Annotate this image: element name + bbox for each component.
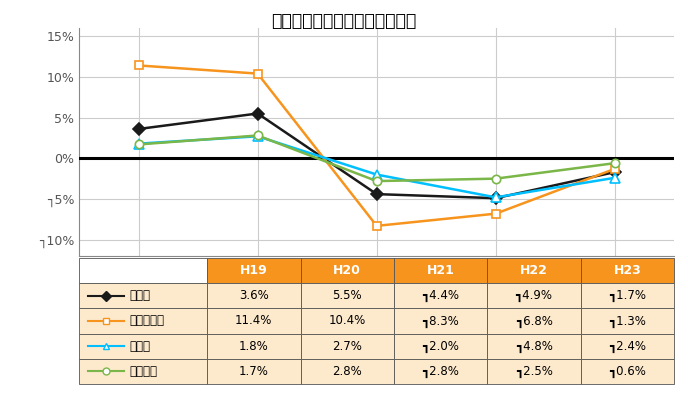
Text: ┓4.8%: ┓4.8% [515, 340, 552, 353]
Text: ┓0.6%: ┓0.6% [609, 365, 646, 378]
Text: ┓2.0%: ┓2.0% [422, 340, 459, 353]
Bar [487, 283, 581, 308]
Text: ┓1.3%: ┓1.3% [609, 314, 646, 328]
Text: 圏域別住宅地の年間変動率推移: 圏域別住宅地の年間変動率推移 [271, 12, 417, 30]
Bar [207, 283, 301, 308]
Bar [581, 359, 674, 384]
Text: ┓4.4%: ┓4.4% [422, 289, 459, 302]
Text: ┓2.8%: ┓2.8% [422, 365, 459, 378]
Text: 2.8%: 2.8% [332, 365, 362, 378]
Text: 2.7%: 2.7% [332, 340, 362, 353]
Bar [487, 359, 581, 384]
Text: 1.8%: 1.8% [239, 340, 268, 353]
Text: 11.4%: 11.4% [235, 314, 272, 328]
Bar [394, 334, 487, 359]
Bar [394, 308, 487, 334]
Bar [207, 258, 301, 283]
Bar [487, 308, 581, 334]
Bar [79, 283, 207, 308]
Text: 1.7%: 1.7% [239, 365, 269, 378]
Text: H22: H22 [520, 264, 548, 277]
Text: H21: H21 [427, 264, 455, 277]
Text: 10.4%: 10.4% [329, 314, 366, 328]
Bar [79, 308, 207, 334]
Bar [79, 359, 207, 384]
Bar [301, 283, 394, 308]
Text: ┓8.3%: ┓8.3% [422, 314, 459, 328]
Bar [79, 334, 207, 359]
Bar [207, 359, 301, 384]
Text: ┓2.5%: ┓2.5% [515, 365, 552, 378]
Text: H20: H20 [333, 264, 361, 277]
Text: 東京圈: 東京圈 [130, 289, 151, 302]
Bar [301, 359, 394, 384]
Bar [394, 258, 487, 283]
Text: H19: H19 [240, 264, 268, 277]
Text: 大阪圈: 大阪圈 [130, 340, 151, 353]
Bar [301, 258, 394, 283]
Bar [487, 334, 581, 359]
Text: H23: H23 [614, 264, 641, 277]
Text: 5.5%: 5.5% [332, 289, 362, 302]
Bar [581, 334, 674, 359]
Bar [79, 258, 207, 283]
Bar [581, 258, 674, 283]
Text: ┓4.9%: ┓4.9% [515, 289, 552, 302]
Bar [394, 283, 487, 308]
Text: ┓6.8%: ┓6.8% [515, 314, 552, 328]
Text: 3.6%: 3.6% [239, 289, 268, 302]
Bar [207, 334, 301, 359]
Bar [301, 308, 394, 334]
Bar [207, 308, 301, 334]
Text: ┓1.7%: ┓1.7% [609, 289, 646, 302]
Text: ┓2.4%: ┓2.4% [609, 340, 646, 353]
Text: 東京都区部: 東京都区部 [130, 314, 164, 328]
Bar [487, 258, 581, 283]
Bar [394, 359, 487, 384]
Bar [581, 308, 674, 334]
Bar [581, 283, 674, 308]
Text: 名古屋圈: 名古屋圈 [130, 365, 158, 378]
Bar [301, 334, 394, 359]
